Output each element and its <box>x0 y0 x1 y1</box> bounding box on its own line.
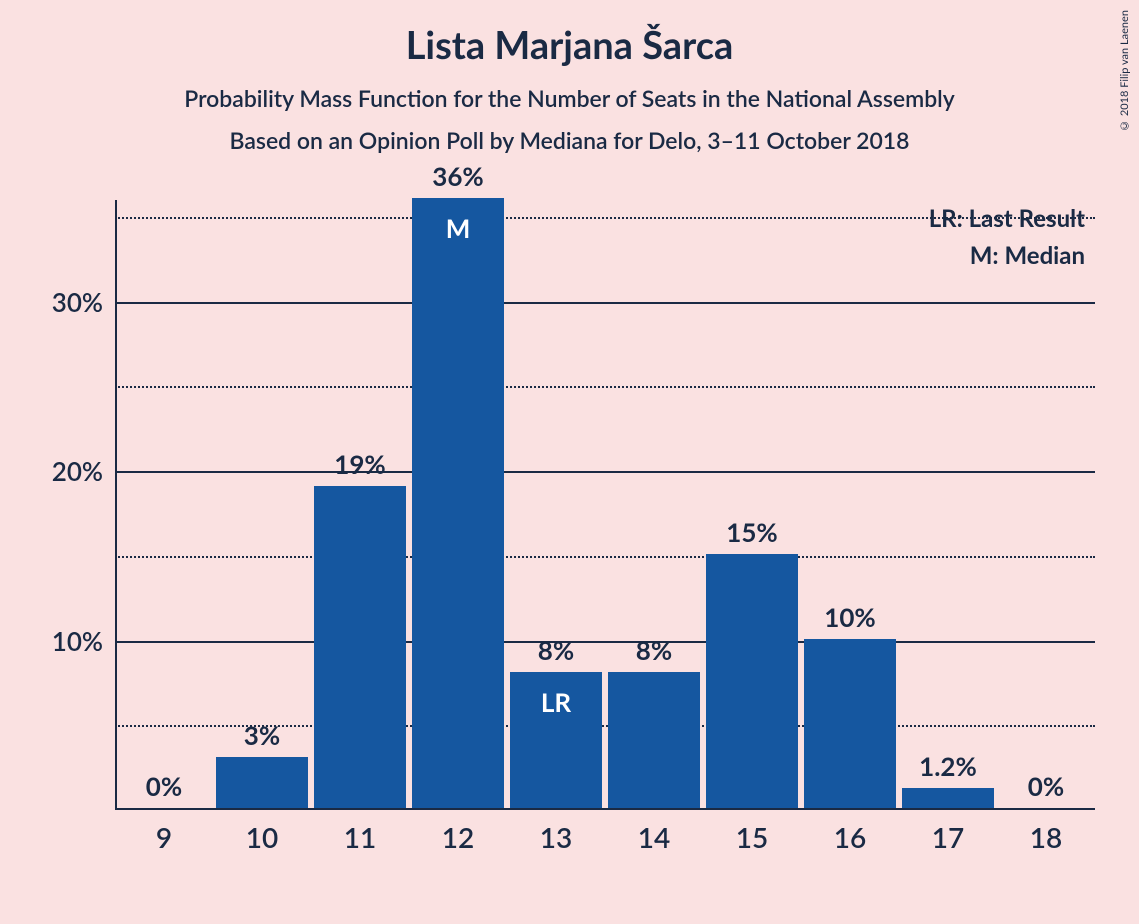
grid-major <box>115 302 1095 304</box>
y-tick-label: 20% <box>52 455 103 487</box>
bar-value-label: 15% <box>726 516 777 548</box>
bar-value-label: 3% <box>244 719 280 751</box>
x-tick-label: 10 <box>246 820 278 854</box>
bar-value-label: 1.2% <box>919 750 977 782</box>
x-tick-label: 15 <box>736 820 768 854</box>
bar <box>412 198 504 808</box>
bar-value-label: 10% <box>824 601 875 633</box>
subtitle-2: Based on an Opinion Poll by Mediana for … <box>0 126 1139 154</box>
bar <box>216 757 308 808</box>
copyright: © 2018 Filip van Laenen <box>1118 10 1131 132</box>
bar-inner-label: LR <box>541 686 571 718</box>
bar <box>608 672 700 808</box>
chart-area: LR: Last Result M: Median 0%3%19%36%M8%L… <box>115 200 1095 810</box>
bar-value-label: 0% <box>1028 770 1064 802</box>
bar <box>314 486 406 808</box>
x-tick-label: 17 <box>932 820 964 854</box>
y-axis <box>115 200 117 810</box>
bar-value-label: 19% <box>334 448 385 480</box>
bar <box>804 639 896 808</box>
x-tick-label: 18 <box>1030 820 1062 854</box>
x-tick-label: 9 <box>156 820 172 854</box>
grid-major <box>115 471 1095 473</box>
x-tick-label: 12 <box>442 820 474 854</box>
bar-value-label: 8% <box>538 634 574 666</box>
y-tick-label: 10% <box>52 625 103 657</box>
y-tick-label: 30% <box>52 286 103 318</box>
chart-legend: LR: Last Result M: Median <box>929 204 1085 278</box>
bar-value-label: 8% <box>636 634 672 666</box>
grid-major <box>115 641 1095 643</box>
bar <box>706 554 798 808</box>
bar-value-label: 36% <box>432 160 483 192</box>
legend-m: M: Median <box>929 241 1085 270</box>
grid-minor <box>115 217 1095 219</box>
x-axis <box>115 808 1095 810</box>
bar-value-label: 0% <box>146 770 182 802</box>
page-title: Lista Marjana Šarca <box>0 0 1139 68</box>
bar-inner-label: M <box>446 212 471 244</box>
grid-minor <box>115 386 1095 388</box>
x-tick-label: 16 <box>834 820 866 854</box>
x-tick-label: 13 <box>540 820 572 854</box>
bar <box>902 788 994 808</box>
subtitle-1: Probability Mass Function for the Number… <box>0 84 1139 112</box>
x-tick-label: 14 <box>638 820 670 854</box>
grid-minor <box>115 556 1095 558</box>
x-tick-label: 11 <box>344 820 376 854</box>
